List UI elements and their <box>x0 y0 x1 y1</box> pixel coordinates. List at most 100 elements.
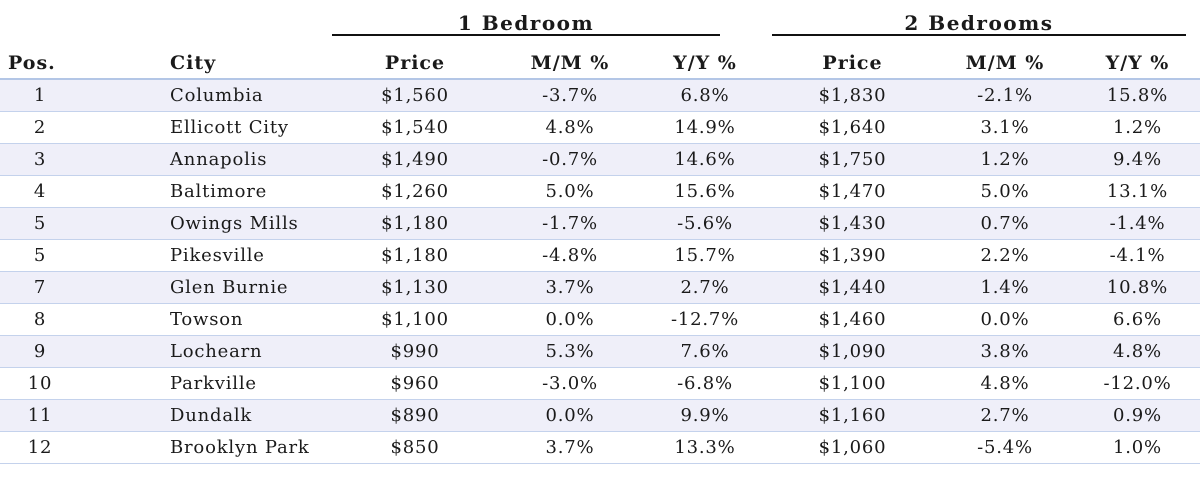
table-row: 5 Owings Mills $1,180 -1.7% -5.6% $1,430 0.7% -… <box>0 207 1200 240</box>
cell-2br-price: $1,470 <box>770 175 935 208</box>
cell-1br-yy: 7.6% <box>640 335 770 368</box>
cell-1br-price: $1,130 <box>330 271 500 304</box>
cell-2br-mm: 2.2% <box>935 239 1075 272</box>
cell-1br-mm: 0.0% <box>500 399 640 432</box>
cell-1br-price: $960 <box>330 367 500 400</box>
cell-1br-mm: 5.0% <box>500 175 640 208</box>
cell-1br-mm: -4.8% <box>500 239 640 272</box>
cell-pos: 11 <box>0 399 80 432</box>
cell-2br-price: $1,100 <box>770 367 935 400</box>
cell-pos: 5 <box>0 239 80 272</box>
cell-2br-yy: 9.4% <box>1075 143 1200 176</box>
cell-pos: 3 <box>0 143 80 176</box>
cell-1br-mm: -3.7% <box>500 79 640 112</box>
cell-2br-yy: 10.8% <box>1075 271 1200 304</box>
cell-1br-price: $1,100 <box>330 303 500 336</box>
cell-2br-mm: 5.0% <box>935 175 1075 208</box>
cell-pos: 12 <box>0 431 80 464</box>
group-header-1-bedroom: 1 Bedroom <box>332 10 720 36</box>
cell-city: Lochearn <box>80 335 330 368</box>
cell-city: Parkville <box>80 367 330 400</box>
cell-pos: 5 <box>0 207 80 240</box>
cell-1br-price: $1,560 <box>330 79 500 112</box>
cell-2br-yy: 6.6% <box>1075 303 1200 336</box>
cell-1br-mm: 0.0% <box>500 303 640 336</box>
cell-2br-mm: 1.2% <box>935 143 1075 176</box>
cell-city: Pikesville <box>80 239 330 272</box>
cell-1br-price: $1,540 <box>330 111 500 144</box>
column-header-2br-yy: Y/Y % <box>1075 48 1200 80</box>
cell-1br-yy: 14.6% <box>640 143 770 176</box>
column-header-1br-yy: Y/Y % <box>640 48 770 80</box>
cell-city: Owings Mills <box>80 207 330 240</box>
table-row: 2 Ellicott City $1,540 4.8% 14.9% $1,640 3.1% 1… <box>0 111 1200 144</box>
table-row: 10 Parkville $960 -3.0% -6.8% $1,100 4.8% -12.0… <box>0 367 1200 400</box>
cell-2br-mm: 3.1% <box>935 111 1075 144</box>
cell-city: Dundalk <box>80 399 330 432</box>
cell-1br-yy: -6.8% <box>640 367 770 400</box>
cell-1br-yy: -12.7% <box>640 303 770 336</box>
cell-1br-yy: 9.9% <box>640 399 770 432</box>
cell-city: Baltimore <box>80 175 330 208</box>
cell-city: Glen Burnie <box>80 271 330 304</box>
cell-pos: 4 <box>0 175 80 208</box>
cell-pos: 8 <box>0 303 80 336</box>
cell-1br-mm: -1.7% <box>500 207 640 240</box>
column-header-2br-mm: M/M % <box>935 48 1075 80</box>
cell-2br-price: $1,460 <box>770 303 935 336</box>
cell-2br-price: $1,060 <box>770 431 935 464</box>
cell-1br-yy: 15.7% <box>640 239 770 272</box>
cell-1br-yy: 6.8% <box>640 79 770 112</box>
cell-pos: 10 <box>0 367 80 400</box>
cell-2br-price: $1,090 <box>770 335 935 368</box>
cell-1br-price: $890 <box>330 399 500 432</box>
table-row: 5 Pikesville $1,180 -4.8% 15.7% $1,390 2.2% -4.… <box>0 239 1200 272</box>
cell-2br-yy: 0.9% <box>1075 399 1200 432</box>
cell-2br-mm: 0.0% <box>935 303 1075 336</box>
cell-2br-price: $1,440 <box>770 271 935 304</box>
cell-2br-mm: -2.1% <box>935 79 1075 112</box>
cell-2br-yy: -12.0% <box>1075 367 1200 400</box>
table-row: 4 Baltimore $1,260 5.0% 15.6% $1,470 5.0% 13.1% <box>0 175 1200 208</box>
cell-1br-mm: 3.7% <box>500 271 640 304</box>
cell-2br-price: $1,640 <box>770 111 935 144</box>
cell-city: Brooklyn Park <box>80 431 330 464</box>
cell-city: Columbia <box>80 79 330 112</box>
header-row: Pos. City Price M/M % Y/Y % Price M/M % … <box>0 48 1200 80</box>
cell-2br-yy: 4.8% <box>1075 335 1200 368</box>
cell-2br-mm: 0.7% <box>935 207 1075 240</box>
cell-1br-mm: 5.3% <box>500 335 640 368</box>
cell-1br-price: $1,180 <box>330 207 500 240</box>
cell-2br-price: $1,830 <box>770 79 935 112</box>
cell-2br-mm: -5.4% <box>935 431 1075 464</box>
cell-2br-mm: 3.8% <box>935 335 1075 368</box>
cell-2br-mm: 1.4% <box>935 271 1075 304</box>
column-header-city: City <box>80 48 330 80</box>
table-body: 1 Columbia $1,560 -3.7% 6.8% $1,830 -2.1% 15.8%… <box>0 79 1200 464</box>
cell-2br-price: $1,160 <box>770 399 935 432</box>
column-header-1br-mm: M/M % <box>500 48 640 80</box>
cell-2br-yy: -4.1% <box>1075 239 1200 272</box>
cell-1br-yy: -5.6% <box>640 207 770 240</box>
cell-1br-yy: 15.6% <box>640 175 770 208</box>
cell-1br-mm: 4.8% <box>500 111 640 144</box>
table-row: 8 Towson $1,100 0.0% -12.7% $1,460 0.0% 6.6% <box>0 303 1200 336</box>
cell-2br-yy: 13.1% <box>1075 175 1200 208</box>
column-header-pos: Pos. <box>0 48 80 80</box>
table-row: 11 Dundalk $890 0.0% 9.9% $1,160 2.7% 0.9% <box>0 399 1200 432</box>
cell-2br-price: $1,430 <box>770 207 935 240</box>
cell-2br-yy: 1.2% <box>1075 111 1200 144</box>
group-header-2-bedrooms: 2 Bedrooms <box>772 10 1186 36</box>
cell-1br-mm: -3.0% <box>500 367 640 400</box>
cell-2br-yy: 15.8% <box>1075 79 1200 112</box>
cell-2br-mm: 4.8% <box>935 367 1075 400</box>
table-row: 3 Annapolis $1,490 -0.7% 14.6% $1,750 1.2% 9.4% <box>0 143 1200 176</box>
cell-1br-price: $1,490 <box>330 143 500 176</box>
table-row: 7 Glen Burnie $1,130 3.7% 2.7% $1,440 1.4% 10.8… <box>0 271 1200 304</box>
rent-table: Pos. City Price M/M % Y/Y % Price M/M % … <box>0 48 1200 464</box>
cell-1br-price: $990 <box>330 335 500 368</box>
table-row: 1 Columbia $1,560 -3.7% 6.8% $1,830 -2.1% 15.8% <box>0 79 1200 112</box>
cell-1br-mm: 3.7% <box>500 431 640 464</box>
cell-1br-yy: 14.9% <box>640 111 770 144</box>
table-row: 9 Lochearn $990 5.3% 7.6% $1,090 3.8% 4.8% <box>0 335 1200 368</box>
